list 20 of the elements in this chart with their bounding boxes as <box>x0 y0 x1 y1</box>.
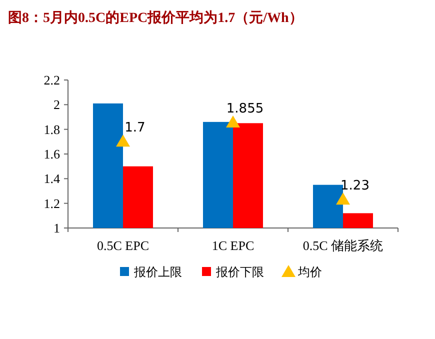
x-tick-label: 0.5C 储能系统 <box>302 238 384 253</box>
x-tick-label: 1C EPC <box>212 238 254 253</box>
y-tick-label: 1.8 <box>44 122 60 137</box>
point <box>336 192 350 205</box>
legend-label: 报价下限 <box>215 265 264 279</box>
chart-title: 图8：5月内0.5C的EPC报价平均为1.7（元/Wh） <box>8 10 303 26</box>
data-label: 1.23 <box>340 178 370 194</box>
legend-label: 均价 <box>297 265 322 279</box>
legend-label: 报价上限 <box>133 265 182 279</box>
y-tick-label: 2.2 <box>44 72 60 88</box>
y-tick-label: 1.6 <box>44 146 60 162</box>
point <box>226 116 240 128</box>
y-tick-label: 1.2 <box>44 196 60 211</box>
data-label: 1.7 <box>124 120 146 136</box>
point <box>116 134 130 147</box>
y-tick-label: 1.4 <box>44 171 60 186</box>
x-tick-label: 0.5C EPC <box>96 238 150 253</box>
data-label: 1.855 <box>226 102 264 117</box>
y-tick-label: 1 <box>54 220 60 236</box>
y-tick-label: 2 <box>54 97 60 112</box>
